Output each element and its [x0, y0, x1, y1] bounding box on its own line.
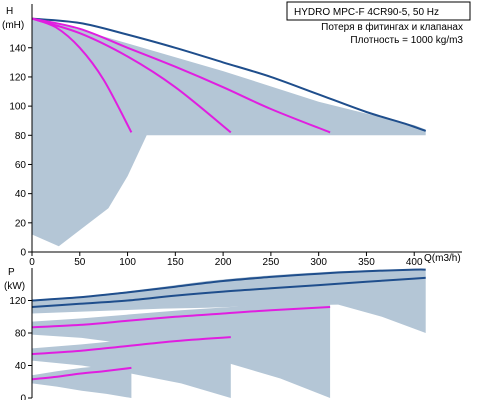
- info-title-box: [286, 1, 471, 21]
- power-curve-pumps-1: [31, 366, 132, 381]
- power-y-tick-label: 0: [20, 394, 26, 400]
- head-x-tick-label: 150: [167, 257, 184, 268]
- head-curve-pumps-1: [31, 17, 133, 133]
- power-band-3: [32, 300, 331, 398]
- head-x-tick-label: 100: [119, 257, 136, 268]
- head-y-tick-label: 40: [15, 189, 27, 200]
- head-x-axis-label: Q(m3/h): [424, 253, 461, 264]
- head-y-axis-letter: H: [6, 6, 13, 17]
- power-y-axis-unit: (kW): [4, 281, 25, 292]
- power-operating-area: [32, 269, 426, 398]
- head-y-tick-label: 100: [9, 102, 26, 113]
- power-y-tick-label: 120: [9, 296, 26, 307]
- head-x-tick-label: 400: [406, 257, 423, 268]
- head-x-tick-label: 200: [215, 257, 232, 268]
- head-x-tick-label: 50: [74, 257, 86, 268]
- head-panel: 0 20 40 60 80 100 120 140 0 50 100 150 200 250 300 350…: [2, 1, 471, 268]
- head-curve-pumps-3: [31, 17, 331, 134]
- head-x-ticks: 0 50 100 150 200 250 300 350 400: [29, 252, 423, 268]
- info-line-density: Плотность = 1000 kg/m3: [350, 35, 463, 46]
- power-y-ticks: 0 40 80 120: [9, 296, 32, 400]
- head-x-tick-label: 250: [263, 257, 280, 268]
- head-curve-pumps-2: [31, 17, 232, 134]
- head-y-tick-label: 120: [9, 72, 26, 83]
- power-curve-pumps-2: [31, 336, 231, 356]
- power-curves: [31, 268, 426, 381]
- head-y-axis-unit: (mH): [2, 20, 24, 31]
- head-y-tick-label: 20: [15, 218, 27, 229]
- head-operating-region: [32, 18, 426, 247]
- head-x-tick-label: 0: [29, 257, 35, 268]
- head-x-tick-label: 350: [358, 257, 375, 268]
- head-operating-area: [32, 18, 426, 247]
- head-y-tick-label: 0: [20, 248, 26, 259]
- info-title: HYDRO MPC-F 4CR90-5, 50 Hz: [294, 7, 439, 18]
- head-y-ticks: 0 20 40 60 80 100 120 140: [9, 43, 32, 259]
- head-x-tick-label: 300: [310, 257, 327, 268]
- head-curves: [31, 17, 427, 134]
- info-line-losses: Потеря в фитингах и клапанах: [321, 21, 463, 33]
- power-panel: 0 40 80 120 P (kW): [4, 267, 426, 400]
- power-y-axis-letter: P: [8, 267, 15, 278]
- power-curve-lower: [31, 276, 426, 308]
- head-y-tick-label: 60: [15, 160, 27, 171]
- power-curve-upper: [31, 268, 426, 302]
- head-y-tick-label: 80: [15, 131, 27, 142]
- head-curve-max: [31, 17, 427, 132]
- power-y-tick-label: 80: [15, 329, 27, 340]
- head-y-tick-label: 140: [9, 43, 26, 54]
- power-y-tick-label: 40: [15, 361, 27, 372]
- power-curve-pumps-3: [31, 306, 331, 329]
